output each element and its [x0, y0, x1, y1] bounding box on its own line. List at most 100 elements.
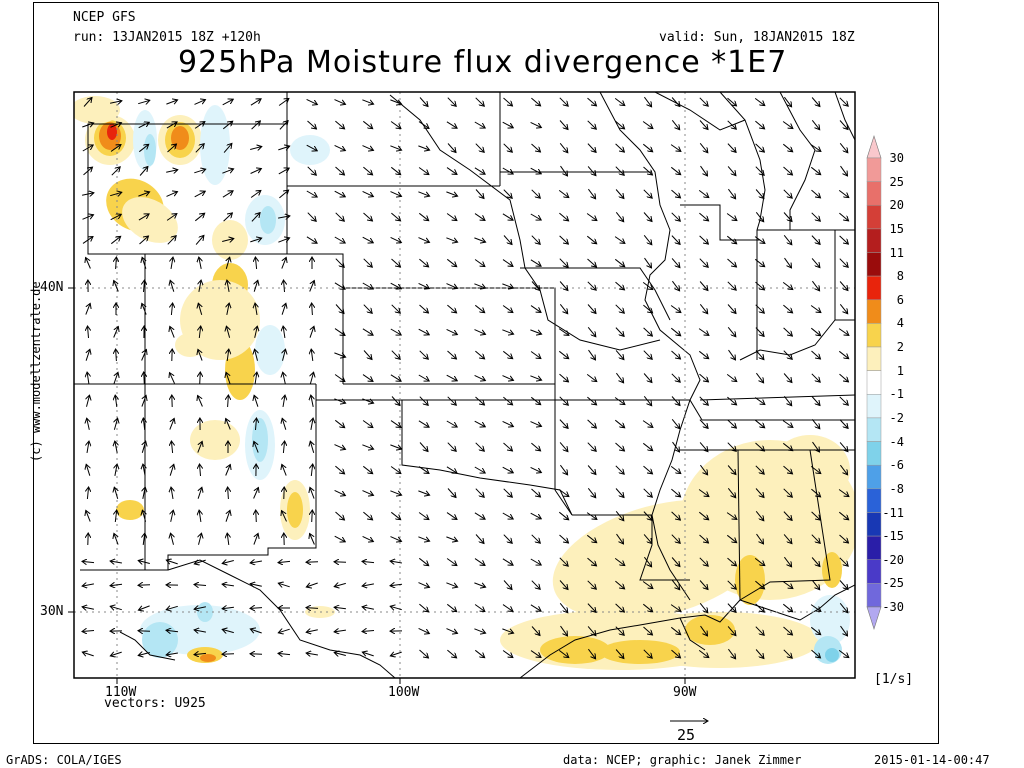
wind-vector [110, 123, 122, 128]
wind-vector [363, 350, 372, 360]
wind-vector [782, 143, 792, 152]
wind-vector [531, 235, 540, 245]
colorbar-cap-bottom [866, 606, 882, 630]
wind-vector [312, 510, 313, 523]
wind-vector [502, 466, 514, 473]
wind-vector [144, 372, 145, 385]
wind-vector [311, 349, 313, 361]
divergence-contour [116, 500, 144, 520]
wind-vector [838, 350, 848, 358]
colorbar-tick-label: 15 [889, 221, 904, 236]
wind-vector [82, 215, 94, 220]
wind-vector [811, 212, 821, 221]
wind-vector [643, 189, 652, 198]
wind-vector [199, 257, 201, 269]
reference-vector-value: 25 [677, 726, 696, 744]
wind-vector [530, 329, 541, 334]
wind-vector [474, 283, 485, 288]
wind-vector [502, 329, 513, 334]
wind-vector [225, 465, 231, 476]
wind-vector [755, 350, 764, 359]
wind-vector [700, 165, 708, 176]
wind-vector [587, 258, 597, 267]
wind-vector [335, 511, 345, 520]
wind-vector [558, 489, 569, 497]
wind-vector [116, 349, 117, 362]
wind-vector [756, 372, 763, 383]
wind-vector [474, 213, 485, 221]
wind-vector [502, 213, 513, 220]
wind-vector [502, 121, 514, 128]
wind-vector [418, 420, 429, 427]
wind-vector [278, 653, 291, 654]
wind-vector [784, 257, 792, 268]
wind-vector [87, 418, 90, 430]
wind-vector [390, 606, 402, 609]
wind-vector [115, 510, 116, 523]
wind-vector [446, 283, 458, 289]
wind-vector [699, 373, 709, 382]
wind-vector [587, 166, 596, 175]
wind-vector [418, 191, 429, 196]
wind-vector [811, 396, 820, 406]
model-label: NCEP GFS [73, 10, 136, 25]
wind-vector [474, 604, 485, 612]
wind-vector [419, 649, 429, 658]
wind-vector [171, 257, 173, 269]
colorbar-tick-label: 20 [889, 198, 904, 213]
wind-vector [390, 444, 401, 449]
wind-vector [251, 213, 260, 222]
wind-vector [194, 191, 206, 198]
wind-vector [531, 97, 540, 106]
wind-vector [616, 372, 623, 383]
wind-vector [588, 648, 595, 659]
colorbar-tick-label: -1 [889, 387, 904, 402]
wind-vector [754, 419, 764, 428]
wind-vector [390, 374, 401, 381]
wind-vector [756, 533, 764, 544]
wind-vector [171, 441, 172, 454]
wind-vector [812, 441, 820, 452]
wind-vector [587, 626, 596, 635]
wind-vector [783, 649, 792, 658]
footer-right: 2015-01-14-00:47 [874, 753, 990, 767]
wind-vector [642, 420, 653, 428]
wind-vector [559, 235, 569, 244]
colorbar-tick-label: 8 [896, 269, 904, 284]
wind-vector [309, 281, 315, 292]
wind-vector [783, 373, 792, 383]
wind-vector [310, 326, 314, 338]
wind-vector [167, 236, 176, 245]
wind-vector [474, 237, 485, 242]
wind-vector [502, 283, 513, 288]
wind-vector [278, 99, 289, 106]
wind-vector [531, 143, 541, 152]
wind-vector [727, 326, 736, 336]
wind-vector [811, 189, 821, 198]
wind-vector [306, 236, 317, 243]
wind-vector [839, 602, 848, 612]
wind-vector [839, 303, 847, 313]
wind-vector [171, 303, 172, 316]
colorbar-tick-label: -20 [882, 552, 904, 567]
divergence-contour [685, 480, 725, 560]
wind-vector [278, 238, 289, 243]
wind-vector [198, 303, 201, 315]
wind-vector [199, 533, 202, 545]
side-credit: (c) www.modellzentrale.de [29, 281, 43, 462]
wind-vector [727, 465, 736, 475]
wind-vector [614, 236, 625, 244]
wind-vector [82, 123, 93, 127]
wind-vector [362, 420, 373, 428]
divergence-contour [122, 197, 178, 243]
wind-vector [559, 419, 568, 429]
wind-vector [88, 326, 89, 339]
divergence-shading [74, 96, 855, 670]
wind-vector [143, 533, 145, 545]
colorbar-tick-label: 4 [896, 316, 904, 331]
wind-vector [278, 629, 290, 633]
wind-vector [699, 534, 709, 543]
colorbar-tick-label: -30 [882, 600, 904, 614]
wind-vector [755, 120, 764, 129]
